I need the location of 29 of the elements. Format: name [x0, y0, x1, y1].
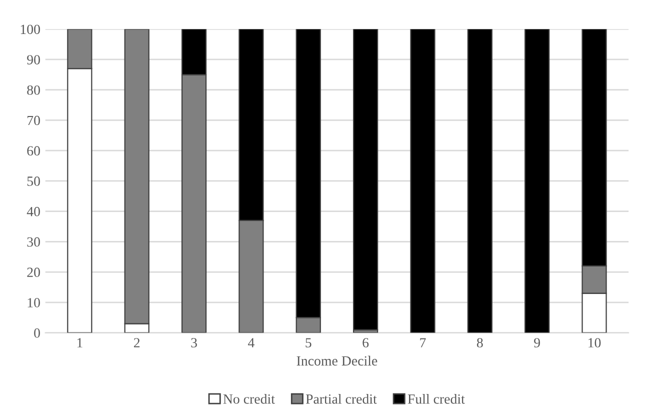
bar [524, 29, 550, 333]
x-tick-label: 3 [191, 338, 197, 348]
y-tick-label: 80 [27, 85, 40, 95]
y-tick-label: 90 [27, 55, 40, 64]
x-tick-label: 2 [134, 338, 140, 348]
bar [352, 29, 378, 330]
bar [410, 29, 436, 333]
x-tick-label: 1 [77, 338, 82, 348]
legend-label: No credit [223, 394, 275, 404]
y-tick-label: 60 [27, 146, 40, 156]
x-tick-label: 8 [476, 338, 483, 348]
y-tick-label: 10 [28, 298, 40, 308]
y-tick-label: 40 [26, 206, 40, 216]
y-tick-label: 20 [27, 268, 40, 278]
x-tick-label: 4 [248, 338, 254, 348]
y-tick-label: 0 [34, 328, 40, 338]
x-tick-label: 9 [534, 338, 540, 348]
x-tick-label: 6 [362, 338, 369, 348]
y-tick-label: 100 [20, 24, 40, 34]
x-axis-title: Income Decile [296, 356, 378, 366]
y-tick-label: 50 [27, 176, 40, 186]
legend-label: Partial credit [306, 394, 377, 404]
bar [467, 29, 492, 333]
legend-label: Full credit [408, 394, 465, 404]
y-tick-label: 30 [27, 237, 40, 247]
x-tick-label: 10 [588, 338, 601, 348]
y-tick-label: 70 [28, 116, 40, 126]
x-tick-label: 5 [306, 338, 312, 348]
x-tick-label: 7 [420, 338, 426, 348]
